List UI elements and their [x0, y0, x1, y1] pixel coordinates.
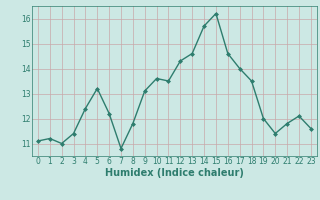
- X-axis label: Humidex (Indice chaleur): Humidex (Indice chaleur): [105, 168, 244, 178]
